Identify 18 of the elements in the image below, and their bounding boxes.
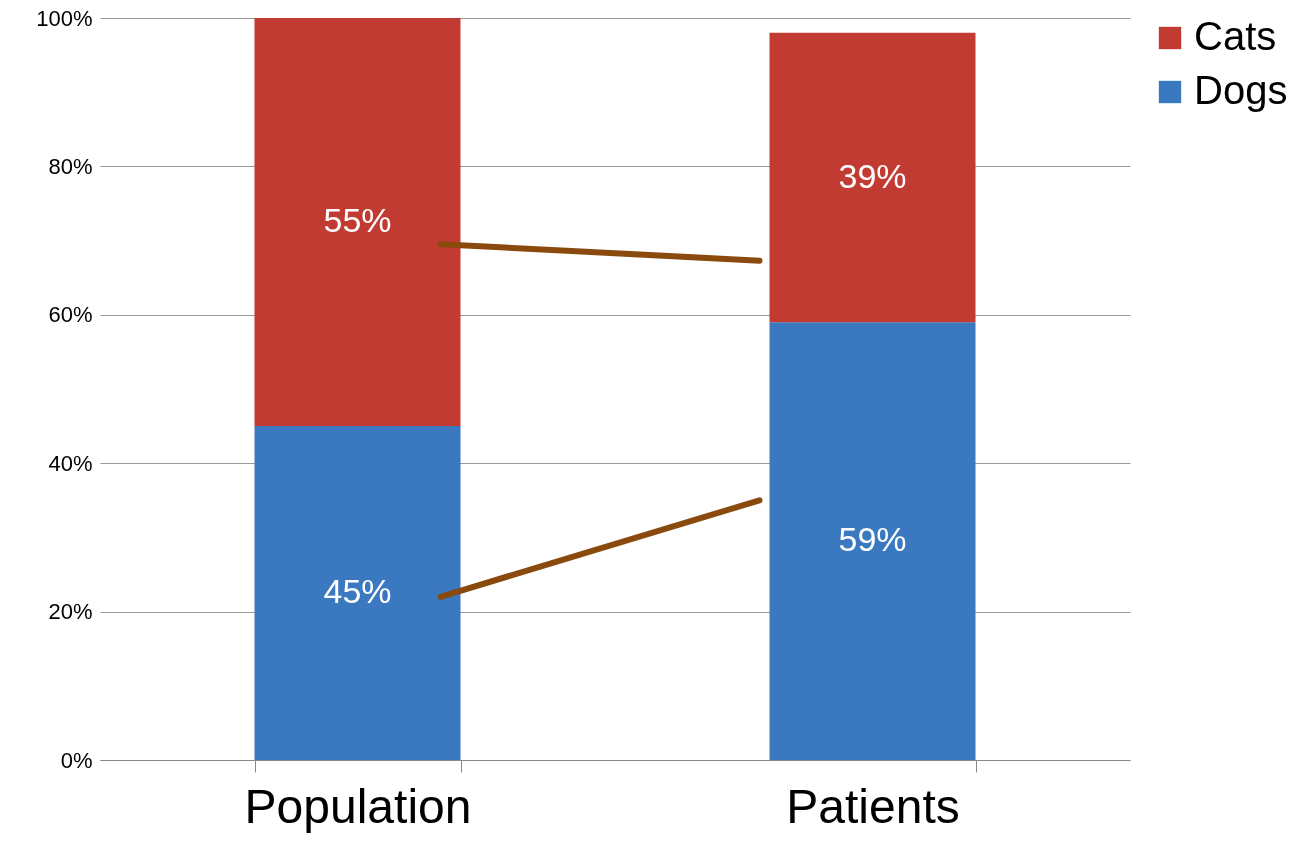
bar — [254, 18, 461, 427]
data-label: 55% — [323, 201, 392, 240]
y-tick-label: 40% — [48, 450, 93, 476]
y-tick-label: 60% — [48, 302, 93, 328]
legend-label: Dogs — [1194, 68, 1288, 112]
y-tick-label: 80% — [48, 153, 93, 179]
bar — [254, 426, 461, 760]
y-tick-label: 20% — [48, 599, 93, 625]
x-tick-label: Patients — [786, 779, 960, 833]
data-label: 59% — [838, 520, 907, 559]
bar — [769, 322, 976, 760]
data-label: 39% — [838, 156, 907, 195]
y-tick-label: 0% — [60, 747, 93, 773]
x-tick-label: Population — [244, 779, 472, 833]
y-tick-label: 100% — [36, 5, 93, 31]
legend-label: Cats — [1194, 14, 1277, 58]
bar — [769, 32, 976, 323]
data-label: 45% — [323, 572, 392, 611]
